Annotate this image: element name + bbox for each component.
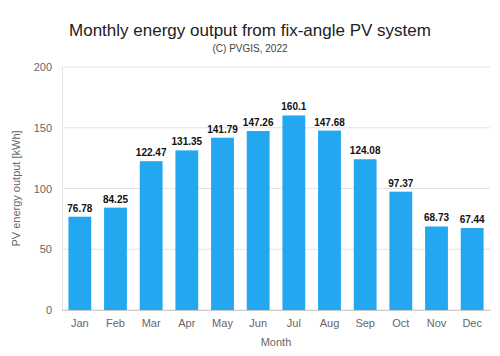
grid-line	[62, 67, 490, 68]
bar	[461, 228, 484, 310]
tick-label: Aug	[320, 317, 340, 329]
data-label: 76.78	[67, 203, 92, 214]
axis-line	[62, 68, 63, 311]
tick: Dec	[462, 310, 482, 329]
bar	[318, 131, 341, 310]
data-labels: 76.78 84.25 122.47 131.35 141.79 147.26 160.1 1…	[67, 101, 485, 225]
tick: Sep	[355, 310, 375, 329]
grid-line	[62, 188, 490, 189]
tick: 0	[46, 304, 62, 316]
tick-label: Nov	[427, 317, 447, 329]
tick: 150	[34, 122, 62, 134]
data-label: 141.79	[207, 124, 238, 135]
tick-label: May	[212, 317, 233, 329]
data-label: 124.08	[350, 145, 381, 156]
data-label: 160.1	[281, 101, 306, 112]
tick: Jul	[287, 310, 301, 329]
bars	[68, 115, 483, 310]
axis-line	[63, 310, 491, 311]
data-label: 67.44	[460, 214, 485, 225]
tick-label: 100	[34, 183, 52, 195]
tick: Aug	[320, 310, 340, 329]
tick-label: 200	[34, 61, 52, 73]
grid-line	[62, 127, 490, 128]
tick: Apr	[178, 310, 195, 329]
bar	[282, 115, 305, 310]
data-label: 147.26	[243, 117, 274, 128]
tick-label: Sep	[355, 317, 375, 329]
bar	[354, 159, 377, 310]
bar	[211, 138, 234, 310]
bar	[175, 150, 198, 310]
tick: May	[212, 310, 233, 329]
tick-label: 150	[34, 122, 52, 134]
tick-label: Mar	[142, 317, 161, 329]
tick-label: 50	[40, 243, 52, 255]
data-label: 131.35	[172, 136, 203, 147]
data-label: 122.47	[136, 147, 167, 158]
tick-label: Feb	[106, 317, 125, 329]
y-axis-title: PV energy output [kWh]	[10, 130, 22, 246]
bar	[68, 217, 91, 310]
bar	[425, 226, 448, 310]
tick: Jun	[249, 310, 267, 329]
tick: Feb	[106, 310, 125, 329]
plot: 0 50 100 150 200 Jan Feb Mar Apr May Jun Jul Aug Sep O…	[34, 61, 491, 329]
title: Monthly energy output from fix-angle PV …	[69, 21, 431, 40]
tick: Jan	[71, 310, 89, 329]
bar	[140, 161, 163, 310]
tick-label: Jul	[287, 317, 301, 329]
data-label: 84.25	[103, 194, 128, 205]
bar	[389, 192, 412, 310]
tick: Nov	[427, 310, 447, 329]
tick: 200	[34, 61, 62, 73]
x-axis-title: Month	[261, 336, 292, 348]
tick-label: Jan	[71, 317, 89, 329]
grid	[62, 67, 490, 310]
data-label: 97.37	[388, 178, 413, 189]
chart: Monthly energy output from fix-angle PV …	[0, 0, 500, 356]
tick-label: Oct	[392, 317, 409, 329]
tick: Oct	[392, 310, 409, 329]
tick: Mar	[142, 310, 161, 329]
tick: 50	[40, 243, 62, 255]
bar	[104, 208, 127, 310]
subtitle: (C) PVGIS, 2022	[212, 43, 287, 54]
y-axis: 0 50 100 150 200	[34, 61, 63, 316]
tick: 100	[34, 183, 62, 195]
data-label: 147.68	[314, 117, 345, 128]
bar	[247, 131, 270, 310]
tick-label: 0	[46, 304, 52, 316]
tick-label: Jun	[249, 317, 267, 329]
tick-label: Dec	[462, 317, 482, 329]
x-axis: Jan Feb Mar Apr May Jun Jul Aug Sep Oct Nov Dec	[63, 310, 491, 329]
data-label: 68.73	[424, 212, 449, 223]
tick-label: Apr	[178, 317, 195, 329]
